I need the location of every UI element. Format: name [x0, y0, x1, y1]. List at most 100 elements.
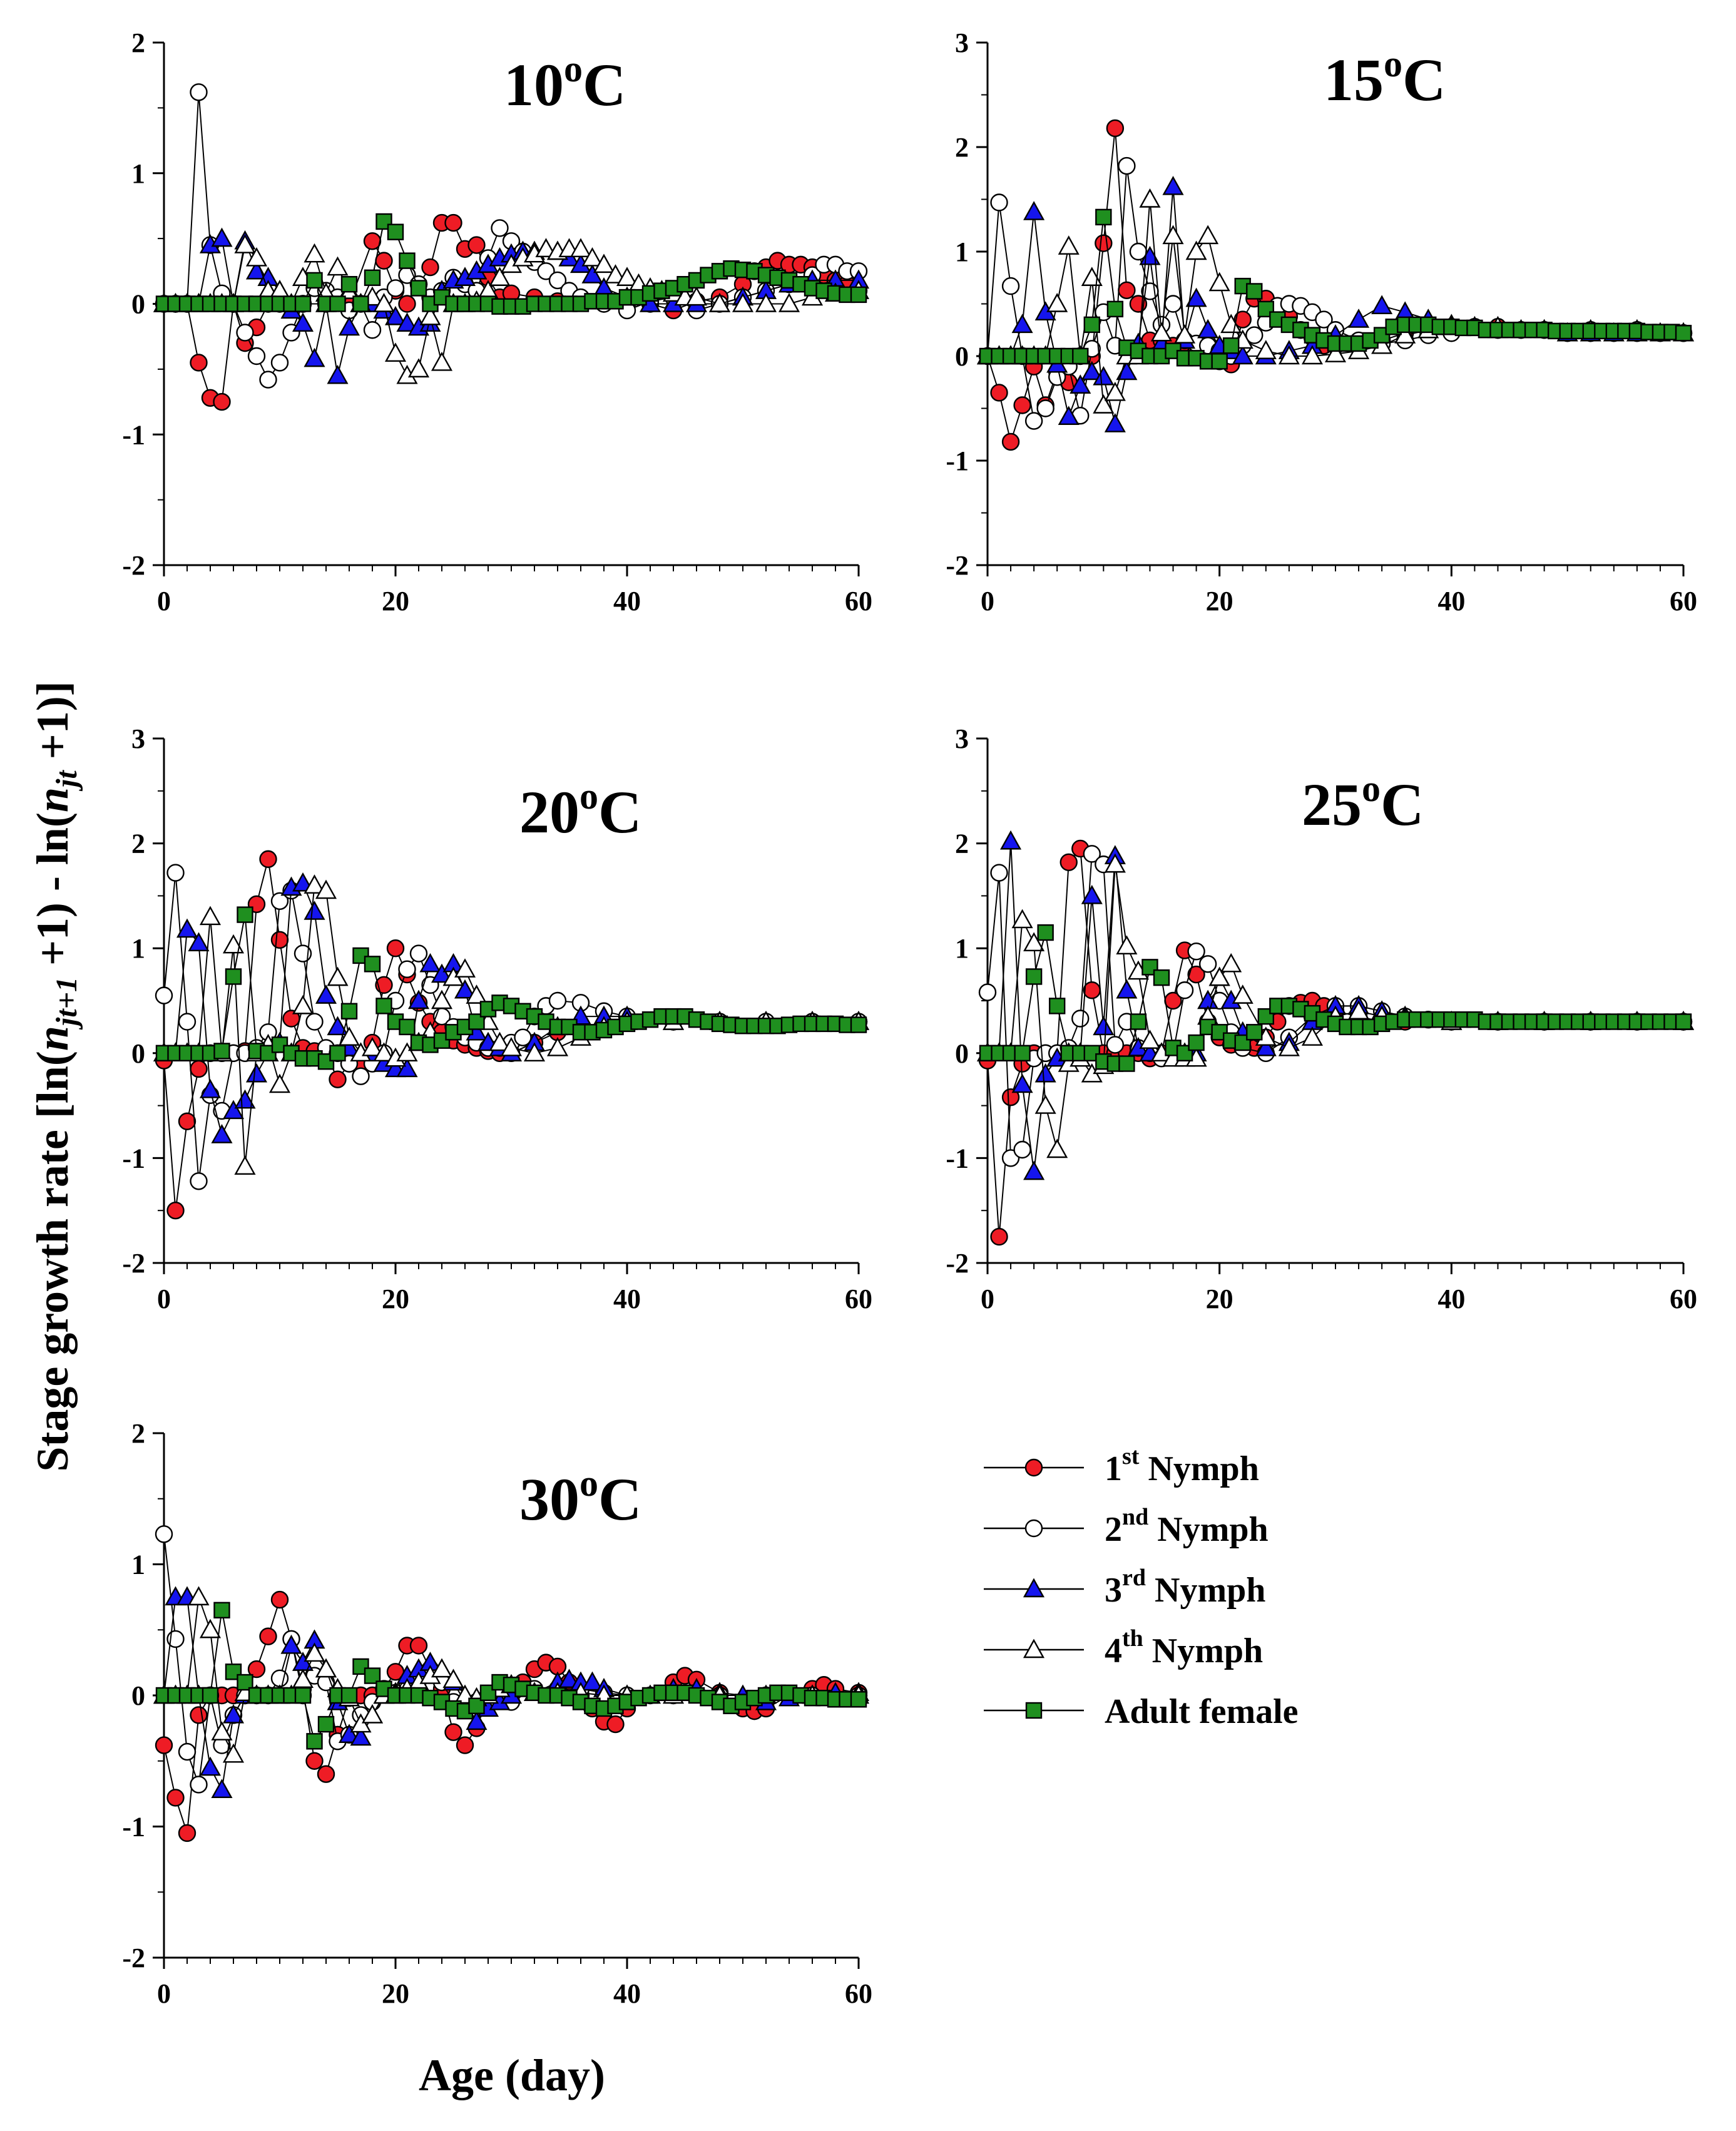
- x-axis-title: Age (day): [419, 2050, 605, 2100]
- panel-10C: 10oC: [504, 48, 626, 118]
- data-point-1st-nymph: [190, 1706, 208, 1724]
- data-point-4th-nymph: [1278, 345, 1300, 365]
- data-point-3rd-nymph: [234, 1089, 256, 1109]
- x-tick-label: 40: [613, 1978, 641, 2009]
- data-point-4th-nymph: [1139, 188, 1161, 208]
- legend-item-adult-female: Adult female: [984, 1692, 1299, 1731]
- x-tick-label: 20: [382, 1978, 409, 2009]
- data-point-1st-nymph: [1095, 234, 1113, 252]
- data-point-adult-female: [1222, 337, 1240, 354]
- data-point-4th-nymph: [1093, 394, 1115, 414]
- data-point-4th-nymph: [222, 1743, 245, 1763]
- data-point-1st-nymph: [1001, 432, 1020, 451]
- data-point-3rd-nymph: [188, 932, 210, 952]
- data-point-4th-nymph: [708, 293, 731, 312]
- data-point-4th-nymph: [199, 1618, 222, 1638]
- data-point-4th-nymph: [1046, 1138, 1068, 1158]
- data-point-4th-nymph: [199, 906, 222, 926]
- data-point-3rd-nymph: [581, 264, 603, 284]
- data-point-4th-nymph: [211, 1721, 233, 1740]
- data-point-4th-nymph: [315, 1658, 337, 1678]
- data-point-4th-nymph: [431, 1658, 453, 1678]
- data-point-2nd-nymph: [1001, 277, 1020, 295]
- data-point-2nd-nymph: [270, 892, 289, 910]
- legend-marker-4th-nymph: [1023, 1638, 1045, 1658]
- data-point-3rd-nymph: [338, 316, 360, 336]
- panel-25C: 25oC: [1302, 768, 1424, 838]
- data-point-4th-nymph: [685, 286, 708, 306]
- series-line-2nd-nymph: [987, 165, 1684, 422]
- data-point-adult-female: [850, 1016, 867, 1033]
- series-adult-female: [155, 1602, 867, 1750]
- data-point-adult-female: [399, 1018, 416, 1036]
- series-adult-female: [155, 213, 867, 315]
- data-point-4th-nymph: [1220, 953, 1242, 973]
- data-point-adult-female: [1037, 924, 1054, 941]
- data-point-4th-nymph: [569, 238, 592, 258]
- data-point-adult-female: [850, 1691, 867, 1708]
- data-point-1st-nymph: [178, 1112, 197, 1130]
- legend-marker-3rd-nymph: [1023, 1578, 1045, 1598]
- data-point-adult-female: [410, 280, 427, 297]
- data-point-2nd-nymph: [178, 1013, 197, 1031]
- data-point-4th-nymph: [327, 256, 349, 276]
- data-point-4th-nymph: [1208, 966, 1230, 986]
- data-point-3rd-nymph: [1081, 360, 1103, 381]
- data-point-4th-nymph: [373, 1042, 395, 1062]
- data-point-adult-female: [1211, 353, 1228, 370]
- x-tick-label: 60: [845, 586, 872, 616]
- data-point-1st-nymph: [444, 213, 462, 232]
- data-point-1st-nymph: [1013, 396, 1031, 414]
- data-point-3rd-nymph: [1162, 175, 1184, 195]
- data-point-adult-female: [364, 956, 381, 973]
- data-point-1st-nymph: [317, 1765, 335, 1783]
- y-tick-label: -2: [122, 1943, 145, 1973]
- y-tick-label: -2: [946, 1248, 969, 1279]
- data-point-4th-nymph: [1058, 235, 1080, 255]
- y-tick-label: 1: [955, 237, 969, 267]
- plot-1: -2 -1 0 1 2 3 0 20 40 60: [946, 28, 1697, 616]
- data-point-4th-nymph: [245, 247, 268, 267]
- data-point-1st-nymph: [190, 354, 208, 372]
- data-point-3rd-nymph: [327, 1016, 349, 1036]
- data-point-adult-female: [387, 223, 404, 240]
- panel-15C: 15oC: [1324, 43, 1446, 113]
- data-point-2nd-nymph: [514, 1028, 532, 1046]
- y-tick-label: -1: [946, 1143, 969, 1173]
- data-point-1st-nymph: [1001, 1088, 1020, 1106]
- data-point-adult-female: [1025, 968, 1043, 985]
- data-point-4th-nymph: [778, 293, 800, 312]
- panel-30C: 30oC: [519, 1463, 641, 1533]
- data-point-adult-female: [340, 1687, 358, 1704]
- data-point-4th-nymph: [489, 267, 511, 286]
- data-point-1st-nymph: [1059, 853, 1078, 871]
- data-point-adult-female: [1153, 969, 1170, 986]
- panel-title-25C: 25oC: [1302, 768, 1424, 838]
- data-point-4th-nymph: [523, 1042, 546, 1062]
- y-tick-label: 3: [955, 28, 969, 58]
- data-point-4th-nymph: [1324, 343, 1347, 362]
- data-point-4th-nymph: [431, 351, 453, 371]
- data-point-2nd-nymph: [548, 991, 567, 1010]
- data-point-1st-nymph: [259, 850, 277, 868]
- data-point-3rd-nymph: [245, 1063, 268, 1083]
- data-point-3rd-nymph: [466, 1710, 488, 1730]
- data-point-4th-nymph: [1174, 324, 1196, 344]
- data-point-adult-female: [1118, 1055, 1135, 1072]
- data-point-3rd-nymph: [1232, 345, 1253, 365]
- data-point-4th-nymph: [1104, 853, 1126, 873]
- y-tick-label: 0: [955, 1038, 969, 1069]
- data-point-1st-nymph: [398, 295, 416, 313]
- y-tick-label: 1: [131, 1550, 145, 1580]
- y-tick-label: 3: [955, 723, 969, 754]
- data-point-2nd-nymph: [398, 960, 416, 978]
- data-point-1st-nymph: [190, 1060, 208, 1078]
- data-point-adult-female: [237, 1674, 253, 1691]
- series-line-1st-nymph: [987, 847, 1683, 1237]
- x-tick-label: 0: [981, 1284, 994, 1314]
- data-point-adult-female: [213, 1602, 230, 1619]
- data-point-3rd-nymph: [292, 872, 314, 892]
- y-tick-label: 2: [131, 829, 145, 859]
- data-point-3rd-nymph: [315, 984, 337, 1004]
